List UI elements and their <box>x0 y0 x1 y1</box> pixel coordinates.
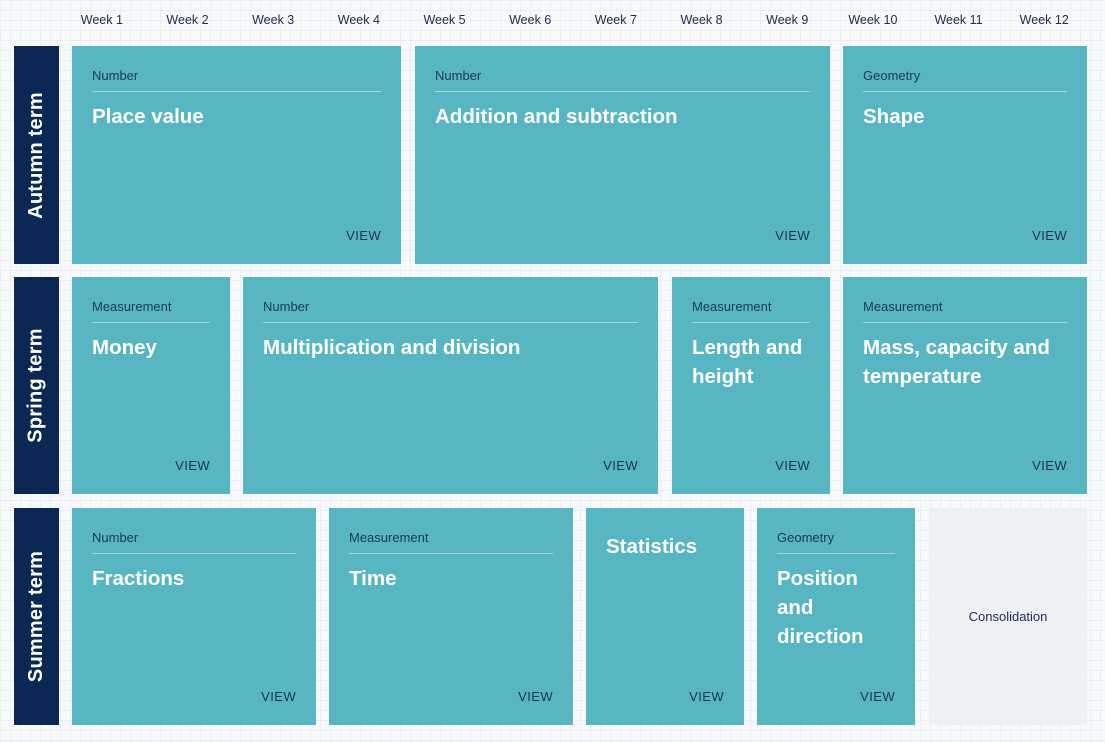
topic-title: Shape <box>863 105 925 128</box>
topic-title: Addition and subtraction <box>435 105 678 128</box>
topic-title: Money <box>92 336 157 359</box>
topic-card-position-direction[interactable]: Geometry Position and direction VIEW <box>757 508 915 725</box>
topic-category: Number <box>263 299 638 323</box>
topic-card-time[interactable]: Measurement Time VIEW <box>329 508 573 725</box>
view-link[interactable]: VIEW <box>1032 458 1067 473</box>
week-label: Week 2 <box>166 13 209 27</box>
topic-card-multiplication-division[interactable]: Number Multiplication and division VIEW <box>243 277 658 494</box>
topic-category: Geometry <box>863 68 1067 92</box>
consolidation-block: Consolidation <box>929 508 1087 725</box>
topic-category: Number <box>435 68 810 92</box>
topic-category: Number <box>92 530 296 554</box>
topic-title: Statistics <box>606 535 698 558</box>
consolidation-label: Consolidation <box>968 609 1048 624</box>
term-label-spring: Spring term <box>14 277 59 494</box>
topic-title: Position and direction <box>777 567 864 648</box>
topic-category: Measurement <box>92 299 210 323</box>
topic-title: Fractions <box>92 567 185 590</box>
week-label: Week 9 <box>766 13 809 27</box>
topic-card-addition-subtraction[interactable]: Number Addition and subtraction VIEW <box>415 46 830 264</box>
view-link[interactable]: VIEW <box>603 458 638 473</box>
view-link[interactable]: VIEW <box>689 689 724 704</box>
topic-title: Multiplication and division <box>263 336 521 359</box>
view-link[interactable]: VIEW <box>261 689 296 704</box>
topic-card-money[interactable]: Measurement Money VIEW <box>72 277 230 494</box>
topic-title: Mass, capacity and temperature <box>863 336 1050 388</box>
week-label: Week 6 <box>509 13 552 27</box>
topic-card-fractions[interactable]: Number Fractions VIEW <box>72 508 316 725</box>
week-label: Week 1 <box>80 13 123 27</box>
term-label-autumn: Autumn term <box>14 46 59 264</box>
topic-card-length-height[interactable]: Measurement Length and height VIEW <box>672 277 830 494</box>
topic-category: Measurement <box>692 299 810 323</box>
topic-card-statistics[interactable]: Statistics VIEW <box>586 508 744 725</box>
topic-category: Measurement <box>863 299 1067 323</box>
topic-category: Number <box>92 68 381 92</box>
view-link[interactable]: VIEW <box>518 689 553 704</box>
view-link[interactable]: VIEW <box>860 689 895 704</box>
week-label: Week 12 <box>1019 13 1069 27</box>
topic-title: Time <box>349 567 397 590</box>
term-label-summer: Summer term <box>14 508 59 725</box>
term-label-text: Autumn term <box>25 91 47 219</box>
week-label: Week 10 <box>848 13 898 27</box>
view-link[interactable]: VIEW <box>175 458 210 473</box>
topic-category: Geometry <box>777 530 895 554</box>
week-label: Week 8 <box>680 13 723 27</box>
week-label: Week 3 <box>252 13 295 27</box>
week-label: Week 5 <box>423 13 466 27</box>
view-link[interactable]: VIEW <box>775 228 810 243</box>
topic-card-mass-capacity-temperature[interactable]: Measurement Mass, capacity and temperatu… <box>843 277 1087 494</box>
view-link[interactable]: VIEW <box>775 458 810 473</box>
week-header: Week 1 Week 2 Week 3 Week 4 Week 5 Week … <box>59 11 1087 29</box>
topic-category: Measurement <box>349 530 553 554</box>
week-label: Week 7 <box>594 13 637 27</box>
topic-title: Length and height <box>692 336 803 388</box>
topic-card-place-value[interactable]: Number Place value VIEW <box>72 46 401 264</box>
week-label: Week 4 <box>337 13 380 27</box>
view-link[interactable]: VIEW <box>1032 228 1067 243</box>
term-label-text: Summer term <box>25 550 48 683</box>
topic-title: Place value <box>92 105 204 128</box>
week-label: Week 11 <box>934 13 983 27</box>
topic-card-shape[interactable]: Geometry Shape VIEW <box>843 46 1087 264</box>
view-link[interactable]: VIEW <box>346 228 381 243</box>
term-label-text: Spring term <box>25 328 47 443</box>
